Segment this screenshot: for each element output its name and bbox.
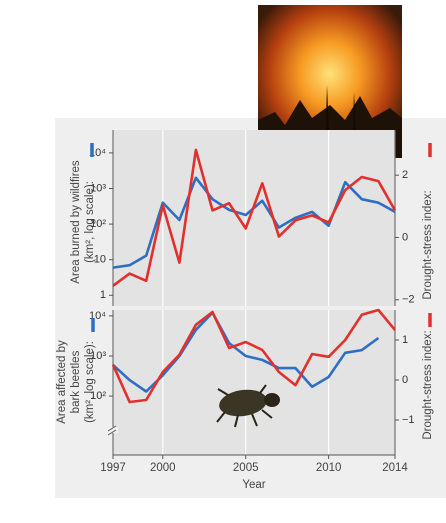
y-axis-label: Area burned by wildfires: [70, 160, 82, 284]
y2-tick-label: 0: [402, 231, 408, 243]
x-tick-label: 2010: [316, 462, 342, 474]
y-axis-label: bark beetles: [70, 350, 82, 413]
y2-tick-label: 1: [402, 334, 408, 346]
y2-tick-label: −1: [402, 414, 415, 426]
y2-tick-label: −2: [402, 294, 415, 306]
x-tick-label: 2014: [382, 462, 408, 474]
y2-axis-label: Drought-stress index:: [422, 190, 434, 299]
x-tick-label: 2005: [233, 462, 259, 474]
y-axis-label: Area affected by: [56, 340, 68, 424]
y2-tick-label: 0: [402, 374, 408, 386]
y-axis-label: (km², log scale):: [84, 341, 96, 423]
x-axis-label: Year: [242, 479, 265, 491]
chart: 11010²10³10⁴20−2Area burned by wildfires…: [0, 0, 446, 523]
y2-tick-label: 2: [402, 169, 408, 181]
x-tick-label: 1997: [100, 462, 126, 474]
plot-area: [113, 130, 395, 306]
y-tick-label: 1: [100, 289, 106, 301]
y2-axis-label: Drought-stress index:: [422, 330, 434, 439]
y-axis-label: (km², log scale):: [84, 181, 96, 263]
x-tick-label: 2000: [150, 462, 176, 474]
